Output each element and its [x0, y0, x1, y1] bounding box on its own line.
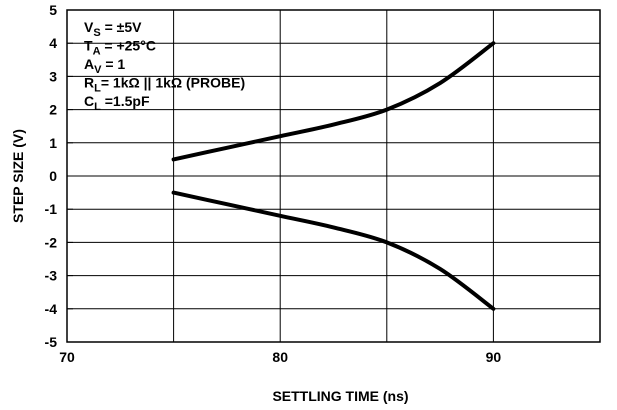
- x-axis: 70 80 90: [59, 349, 501, 365]
- y-axis-title: STEP SIZE (V): [10, 129, 26, 223]
- y-tick-label: 4: [49, 35, 57, 51]
- y-tick-label: -1: [45, 201, 58, 217]
- y-tick-label: -3: [45, 268, 58, 284]
- y-tick-label: -5: [45, 334, 58, 350]
- y-tick-label: 3: [49, 68, 57, 84]
- y-tick-label: -2: [45, 234, 58, 250]
- x-axis-title: SETTLING TIME (ns): [272, 388, 408, 404]
- y-tick-label: 0: [49, 168, 57, 184]
- condition-line: VS = ±5V: [84, 19, 142, 39]
- y-tick-label: 1: [49, 135, 57, 151]
- y-axis: 5 4 3 2 1 0 -1 -2 -3 -4 -5: [45, 2, 73, 350]
- grid: [67, 10, 600, 342]
- y-tick-label: 5: [49, 2, 57, 18]
- y-tick-label: 2: [49, 102, 57, 118]
- condition-line: AV = 1: [84, 56, 125, 76]
- condition-line: CL =1.5pF: [84, 93, 150, 113]
- x-tick-label: 90: [486, 349, 502, 365]
- y-tick-label: -4: [45, 301, 58, 317]
- x-tick-label: 70: [59, 349, 75, 365]
- x-tick-label: 80: [272, 349, 288, 365]
- series-line: [171, 41, 496, 162]
- series-group: [171, 41, 496, 311]
- series-line: [171, 190, 496, 311]
- condition-line: RL= 1kΩ || 1kΩ (PROBE): [84, 75, 245, 95]
- condition-line: TA = +25°C: [84, 38, 156, 58]
